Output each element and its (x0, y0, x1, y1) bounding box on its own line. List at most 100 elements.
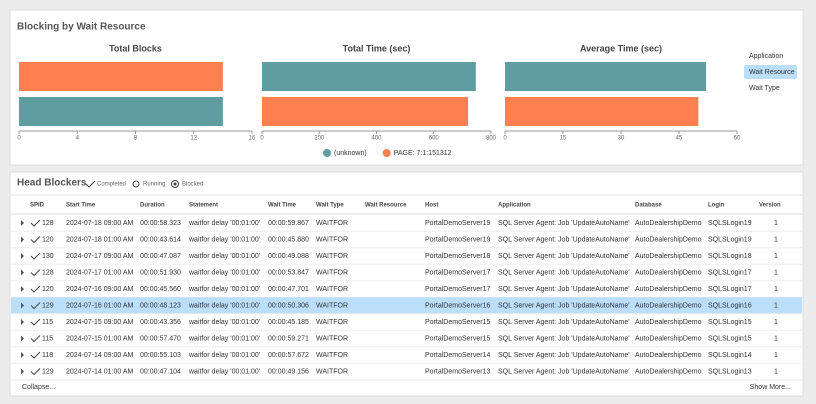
expand-arrow[interactable] (21, 236, 24, 243)
column-header[interactable]: Start Time (66, 203, 96, 209)
cell: SQL Server Agent: Job 'UpdateAutoName' (498, 368, 630, 375)
cell: waitfor delay '00:01:00' (188, 319, 260, 326)
x-tick-label: 4 (76, 136, 80, 142)
cell[interactable]: 115 (42, 335, 53, 342)
x-tick-label: 15 (560, 136, 567, 142)
expand-arrow[interactable] (21, 335, 24, 342)
column-header[interactable]: Login (708, 203, 725, 209)
expand-arrow[interactable] (21, 253, 24, 259)
legend-label: PAGE: 7:1:151312 (394, 150, 452, 157)
cell: AutoDealershipDemo (635, 335, 702, 342)
cell: WAITFOR (316, 352, 348, 359)
bar (19, 97, 223, 126)
cell: AutoDealershipDemo (635, 286, 702, 293)
column-header[interactable]: Wait Type (316, 203, 344, 209)
cell[interactable]: 130 (42, 253, 54, 260)
cell: SQLSLogin15 (708, 335, 752, 342)
cell: waitfor delay '00:01:00' (188, 368, 260, 375)
completed-icon (30, 351, 41, 359)
cell: AutoDealershipDemo (635, 302, 702, 309)
cell: WAITFOR (316, 302, 348, 309)
collapse-link[interactable]: Collapse... (22, 384, 55, 391)
x-tick-label: 800 (486, 136, 497, 142)
cell[interactable]: 129 (42, 302, 54, 309)
cell[interactable]: 128 (42, 220, 54, 227)
status-label: Running (143, 182, 165, 188)
cell[interactable]: 115 (42, 319, 53, 326)
cell: SQL Server Agent: Job 'UpdateAutoName' (498, 236, 630, 243)
cell[interactable]: 120 (42, 236, 54, 243)
bar (262, 62, 476, 91)
cell: SQL Server Agent: Job 'UpdateAutoName' (498, 352, 630, 359)
cell: waitfor delay '00:01:00' (188, 236, 260, 243)
cell: 00:00:51.930 (140, 269, 181, 276)
x-tick-label: 16 (249, 136, 256, 142)
completed-icon (30, 236, 41, 244)
column-header[interactable]: Host (425, 203, 438, 209)
column-header[interactable]: Application (498, 203, 531, 209)
expand-arrow[interactable] (21, 220, 24, 226)
group-option[interactable]: Application (749, 53, 783, 60)
completed-icon (30, 318, 41, 326)
head-blockers-panel (9, 171, 804, 397)
column-header[interactable]: SPID (30, 203, 45, 209)
column-header[interactable]: Duration (140, 203, 165, 209)
cell: PortalDemoServer18 (425, 253, 490, 260)
cell: 1 (774, 302, 778, 309)
group-option[interactable]: Wait Resource (749, 69, 795, 76)
cell: 00:00:58.323 (140, 220, 181, 227)
cell: 00:00:47.087 (140, 253, 181, 260)
x-tick-label: 0 (17, 136, 21, 142)
cell: WAITFOR (316, 335, 348, 342)
cell: SQLSLogin19 (708, 220, 752, 227)
column-header[interactable]: Version (759, 203, 781, 209)
cell: PortalDemoServer15 (425, 335, 490, 342)
cell[interactable]: 128 (42, 269, 54, 276)
panel-title: Blocking by Wait Resource (17, 22, 146, 33)
cell: 00:00:55.103 (140, 352, 181, 359)
cell: SQLSLogin16 (708, 302, 752, 309)
cell[interactable]: 129 (42, 368, 54, 375)
expand-arrow[interactable] (21, 352, 24, 358)
cell: 2024-07-15 09:00 AM (66, 319, 133, 326)
cell: 2024-07-17 01:00 AM (66, 269, 133, 276)
cell: PortalDemoServer19 (425, 236, 490, 243)
column-header[interactable]: Wait Time (268, 203, 297, 209)
cell: SQLSLogin18 (708, 253, 752, 260)
cell: 00:00:45.185 (268, 319, 309, 326)
cell: AutoDealershipDemo (635, 319, 702, 326)
cell: 00:00:47.701 (268, 286, 309, 293)
bar (262, 97, 469, 126)
cell: AutoDealershipDemo (635, 220, 702, 227)
x-tick-label: 60 (734, 136, 741, 142)
expand-arrow[interactable] (21, 319, 24, 325)
cell: AutoDealershipDemo (635, 253, 702, 260)
column-header[interactable]: Statement (189, 203, 218, 209)
group-option[interactable]: Wait Type (749, 85, 780, 92)
cell: WAITFOR (316, 236, 348, 243)
x-tick-label: 200 (314, 136, 325, 142)
cell: 2024-07-16 01:00 AM (66, 302, 133, 309)
cell: 00:00:47.104 (140, 368, 181, 375)
expand-arrow[interactable] (21, 286, 24, 292)
cell: 00:00:59.271 (268, 335, 309, 342)
x-tick-label: 8 (134, 136, 138, 142)
bar (505, 97, 699, 126)
cell: 1 (774, 236, 778, 243)
option-highlight (744, 65, 797, 79)
column-header[interactable]: Wait Resource (365, 203, 407, 209)
cell: SQLSLogin15 (708, 319, 752, 326)
expand-arrow[interactable] (21, 302, 24, 309)
cell: SQL Server Agent: Job 'UpdateAutoName' (498, 319, 630, 326)
completed-icon (30, 368, 41, 376)
column-header[interactable]: Database (635, 203, 662, 209)
expand-arrow[interactable] (21, 269, 24, 276)
cell: 00:00:43.614 (140, 236, 181, 243)
legend-swatch (323, 149, 331, 157)
show-more-link[interactable]: Show More... (750, 384, 791, 391)
expand-arrow[interactable] (21, 368, 24, 375)
completed-icon (30, 219, 41, 227)
cell[interactable]: 120 (42, 286, 54, 293)
cell[interactable]: 118 (42, 352, 53, 359)
status-label: Blocked (182, 182, 203, 188)
